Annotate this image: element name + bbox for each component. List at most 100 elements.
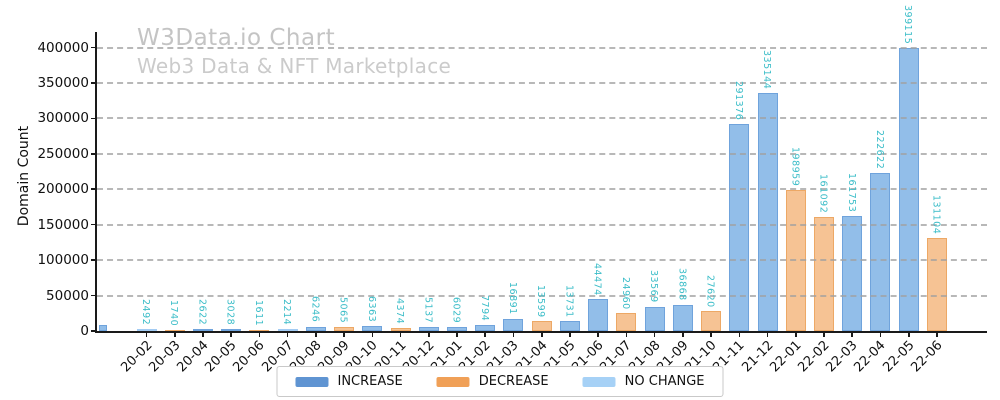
x-tick-mark [653, 332, 656, 337]
x-tick-mark [879, 332, 882, 337]
bar-value-label: 5137 [422, 297, 434, 324]
bar-value-label: 16891 [506, 282, 518, 316]
bar-value-label: 6363 [365, 296, 377, 323]
bar [559, 321, 580, 331]
x-tick-mark [766, 332, 769, 337]
y-tick-mark [91, 117, 96, 120]
bar [870, 173, 891, 331]
bar [926, 238, 947, 331]
bar-value-label: 399115 [902, 4, 914, 45]
bar-value-label: 13599 [535, 284, 547, 318]
x-tick-mark [823, 332, 825, 337]
bar-value-label: 5065 [337, 297, 349, 324]
gridline [97, 259, 987, 262]
bar [644, 307, 665, 331]
legend-item-increase: INCREASE [295, 374, 403, 389]
bar [672, 304, 693, 331]
x-tick-mark [738, 332, 741, 337]
legend-item-decrease: DECREASE [436, 374, 549, 389]
legend-swatch-no_change [582, 376, 616, 387]
legend-swatch-decrease [436, 376, 470, 387]
x-tick-mark [230, 332, 232, 337]
y-tick-label: 100000 [37, 252, 89, 269]
legend-label-decrease: DECREASE [478, 374, 549, 389]
y-tick-mark [91, 82, 96, 84]
gridline [97, 152, 987, 155]
bar [305, 326, 326, 331]
legend-label-no_change: NO CHANGE [624, 374, 705, 389]
bar [221, 328, 242, 331]
x-tick-mark [371, 332, 374, 337]
y-tick-mark [91, 223, 96, 226]
bar-value-label: 6246 [309, 296, 321, 323]
y-tick-mark [91, 188, 96, 191]
x-tick-mark [540, 332, 543, 337]
x-tick-mark [258, 332, 261, 337]
bar [503, 319, 524, 331]
x-tick-mark [484, 332, 487, 337]
legend-item-no_change: NO CHANGE [582, 374, 705, 389]
bar-value-label: 2214 [281, 299, 293, 326]
bar [842, 216, 863, 331]
bar-value-label: 198959 [789, 146, 801, 186]
bar-value-label: 161753 [845, 173, 857, 213]
y-tick-mark [91, 330, 96, 332]
bar-value-label: 335144 [761, 50, 773, 90]
bar-value-label: 161092 [817, 173, 829, 213]
legend-label-increase: INCREASE [337, 374, 403, 389]
bar-value-label: 6029 [450, 296, 462, 323]
bar-value-label: 1611 [252, 299, 264, 326]
bar-value-label: 33569 [648, 270, 660, 304]
bar-value-label: 13731 [563, 284, 575, 318]
x-tick-mark [710, 332, 712, 337]
bar [531, 321, 552, 331]
y-tick-label: 350000 [37, 74, 89, 91]
x-tick-mark [512, 332, 515, 337]
legend: INCREASE DECREASE NO CHANGE [276, 366, 724, 397]
bar-value-label: 222622 [873, 129, 885, 170]
bar [729, 124, 750, 331]
bar [616, 313, 637, 331]
bar [475, 325, 496, 331]
x-tick-mark [936, 332, 938, 337]
bar-value-label: 131104 [930, 194, 942, 235]
gridline [97, 223, 987, 226]
bar-value-label: 27620 [704, 274, 716, 308]
gridline [97, 117, 987, 120]
gridline [97, 188, 987, 191]
y-tick-label: 200000 [37, 181, 89, 198]
bar-value-label: 1740 [168, 299, 180, 326]
y-tick-mark [91, 294, 96, 297]
bar [588, 299, 609, 331]
y-tick-mark [91, 259, 96, 261]
bar-value-label: 4374 [394, 297, 406, 324]
x-tick-mark [851, 332, 854, 337]
gridline [97, 81, 987, 84]
bar [334, 327, 355, 331]
x-tick-mark [569, 332, 571, 337]
y-tick-mark [91, 153, 96, 155]
x-tick-mark [794, 332, 797, 337]
bar [701, 311, 722, 331]
x-tick-mark [145, 332, 148, 337]
partial-edge-bar [99, 324, 107, 331]
y-tick-label: 250000 [37, 145, 89, 162]
x-tick-mark [597, 332, 599, 337]
x-axis-line [95, 330, 987, 333]
x-tick-mark [625, 332, 628, 337]
y-tick-label: 50000 [46, 287, 89, 304]
bar [192, 329, 213, 332]
x-tick-mark [456, 332, 458, 337]
bar [390, 327, 411, 331]
bar [136, 329, 157, 332]
x-tick-mark [202, 332, 204, 337]
bar-value-label: 24960 [619, 276, 631, 310]
x-tick-mark [173, 332, 176, 337]
x-tick-mark [286, 332, 289, 337]
x-tick-mark [315, 332, 317, 337]
bar [814, 216, 835, 331]
y-axis-line [95, 32, 98, 333]
x-tick-mark [428, 332, 430, 337]
y-tick-label: 150000 [37, 216, 89, 233]
